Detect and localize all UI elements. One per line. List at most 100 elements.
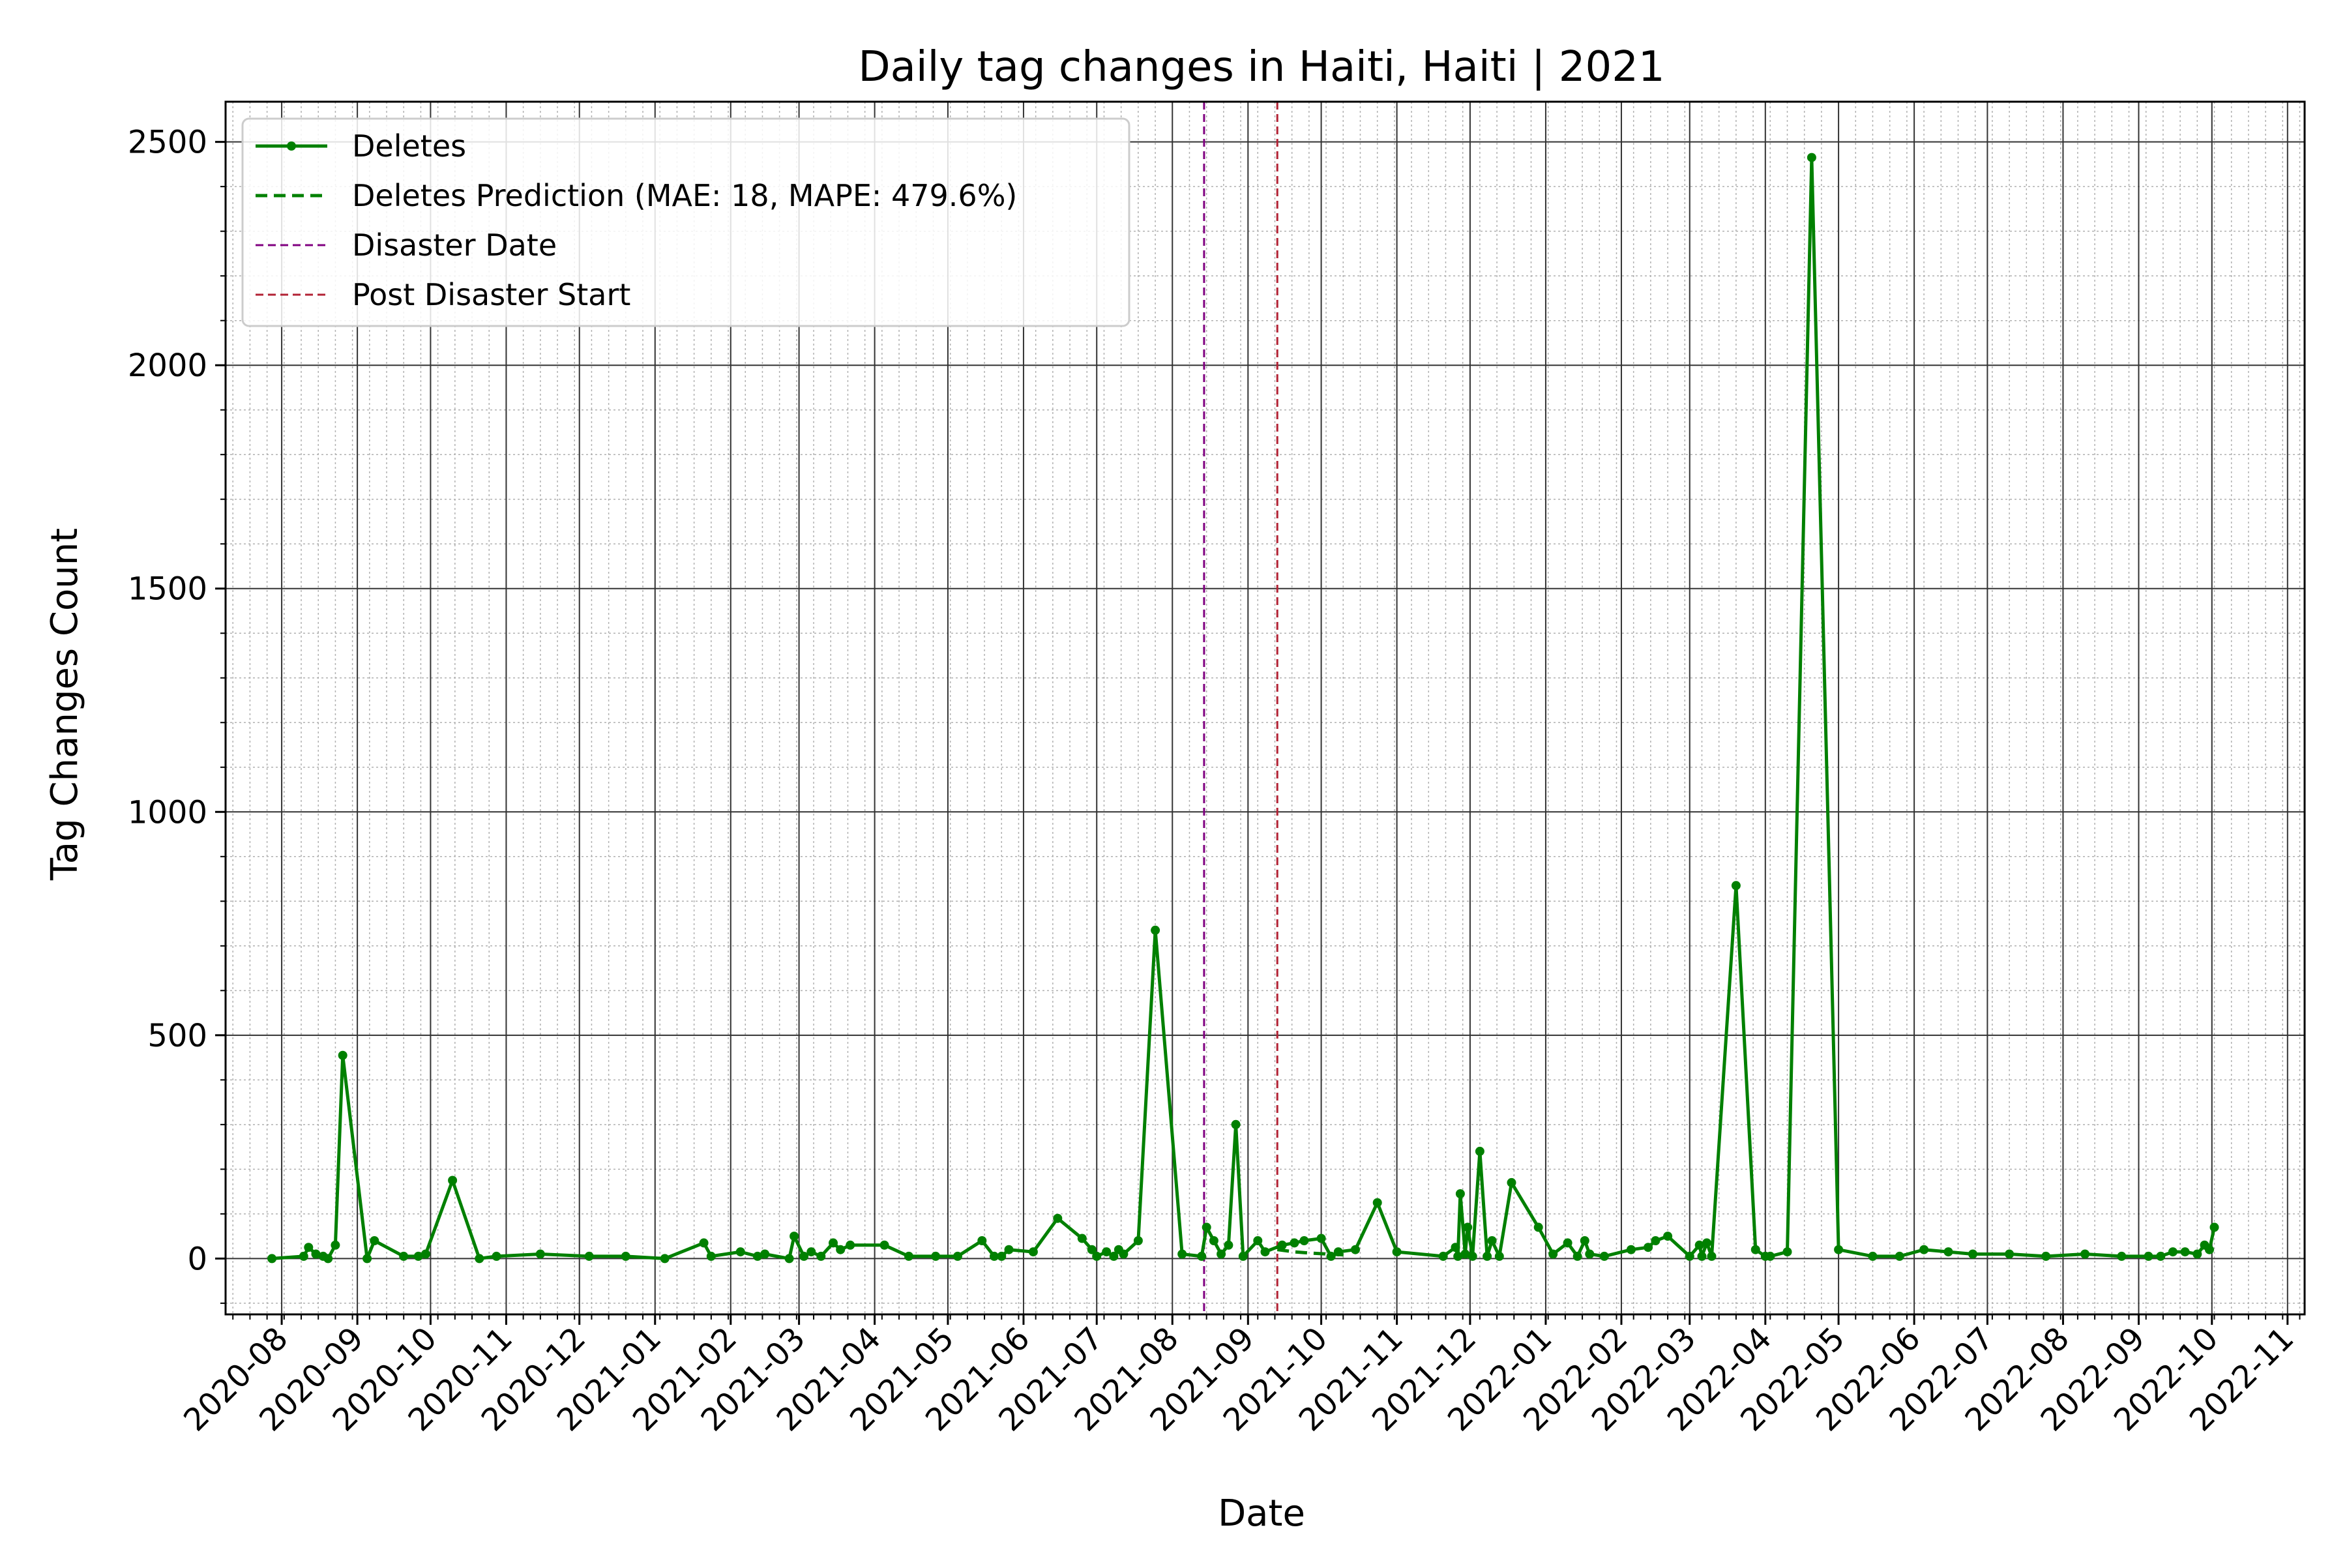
deletes-data-point [1868,1251,1878,1261]
deletes-data-point [836,1245,846,1254]
deletes-data-point [1487,1236,1497,1245]
deletes-data-point [1238,1251,1248,1261]
deletes-data-point [1299,1236,1309,1245]
deletes-data-point [1697,1251,1707,1261]
deletes-data-point [331,1240,340,1250]
deletes-data-point [1028,1247,1038,1257]
deletes-data-point [1563,1238,1572,1248]
deletes-data-point [370,1236,379,1245]
deletes-data-point [846,1240,855,1250]
deletes-data-point [448,1176,458,1185]
deletes-data-point [1087,1245,1097,1254]
prediction-series-line [1277,1248,1346,1257]
deletes-data-point [2080,1249,2090,1259]
deletes-data-point [1580,1236,1589,1245]
deletes-data-point [1392,1247,1402,1257]
deletes-data-point [904,1251,913,1261]
deletes-data-point [311,1249,321,1259]
deletes-data-point [1533,1222,1543,1232]
deletes-data-point [1626,1245,1636,1254]
deletes-data-point [1351,1245,1360,1254]
deletes-data-point [1507,1177,1516,1187]
deletes-data-point [2041,1251,2051,1261]
deletes-data-point [1053,1213,1063,1223]
deletes-data-point [1548,1249,1558,1259]
deletes-data-point [1834,1245,1844,1254]
plot-frame [224,100,2306,1316]
deletes-data-point [753,1251,762,1261]
deletes-data-point [1277,1240,1287,1250]
y-tick-label: 1500 [128,571,207,608]
deletes-data-point [952,1251,962,1261]
deletes-data-point [399,1251,409,1261]
y-tick-label: 2000 [128,348,207,384]
deletes-data-point [1004,1245,1014,1254]
deletes-data-point [1102,1247,1112,1257]
deletes-data-point [323,1254,333,1264]
deletes-data-point [492,1251,501,1261]
deletes-data-point [1231,1119,1241,1129]
deletes-data-point [735,1247,745,1257]
deletes-data-point [1077,1234,1087,1243]
deletes-data-point [1572,1251,1582,1261]
deletes-data-point [1468,1251,1477,1261]
deletes-data-point [1707,1251,1717,1261]
y-tick-label: 500 [147,1018,207,1054]
deletes-data-point [816,1251,826,1261]
deletes-data-point [829,1238,838,1248]
deletes-data-point [1177,1249,1187,1259]
deletes-data-point [1151,925,1160,935]
deletes-data-point [2180,1247,2190,1257]
legend-box [241,117,1130,327]
y-tick-label: 2500 [128,125,207,161]
series-layer [267,153,2219,1264]
deletes-data-point [1644,1243,1653,1252]
deletes-data-point [1585,1249,1595,1259]
deletes-data-point [1453,1251,1463,1261]
deletes-data-point [2144,1251,2153,1261]
deletes-data-point [299,1251,308,1261]
deletes-data-point [1109,1251,1119,1261]
deletes-data-point [790,1232,799,1241]
deletes-data-point [304,1243,314,1252]
deletes-data-point [1217,1249,1226,1259]
deletes-data-point [584,1251,594,1261]
y-axis: 0 500 1000 1500 2000 2500 [128,125,226,1304]
deletes-data-point [1451,1243,1460,1252]
deletes-data-point [1651,1236,1661,1245]
deletes-data-point [1782,1247,1792,1257]
deletes-data-point [1197,1251,1207,1261]
deletes-data-point [879,1240,889,1250]
deletes-data-point [1092,1251,1102,1261]
deletes-data-point [1968,1249,1977,1259]
x-axis: 2020-082020-092020-102020-112020-122021-… [177,1314,2301,1438]
deletes-data-point [413,1251,423,1261]
deletes-data-point [2209,1222,2219,1232]
deletes-data-point [977,1236,987,1245]
y-tick-label: 1000 [128,794,207,831]
reference-lines [1203,102,1278,1314]
deletes-data-point [2168,1247,2177,1257]
deletes-data-point [1253,1236,1263,1245]
deletes-data-point [1765,1251,1775,1261]
deletes-data-point [1463,1222,1473,1232]
deletes-data-point [2192,1249,2202,1259]
deletes-data-point [1290,1238,1299,1248]
legend-disaster-label: Disaster Date [352,228,557,263]
deletes-data-point [1483,1251,1492,1261]
chart-title: Daily tag changes in Haiti, Haiti | 2021 [858,43,1664,91]
deletes-data-point [421,1249,430,1259]
deletes-data-point [760,1249,770,1259]
deletes-data-point [1119,1249,1129,1259]
deletes-data-point [1685,1251,1694,1261]
legend-post-disaster-label: Post Disaster Start [352,277,630,312]
deletes-data-point [1260,1247,1270,1257]
deletes-data-point [699,1238,709,1248]
deletes-data-point [2156,1251,2166,1261]
deletes-data-point [475,1254,484,1264]
deletes-data-point [2205,1245,2214,1254]
legend: Deletes Deletes Prediction (MAE: 18, MAP… [241,117,1130,327]
deletes-data-point [2117,1251,2127,1261]
